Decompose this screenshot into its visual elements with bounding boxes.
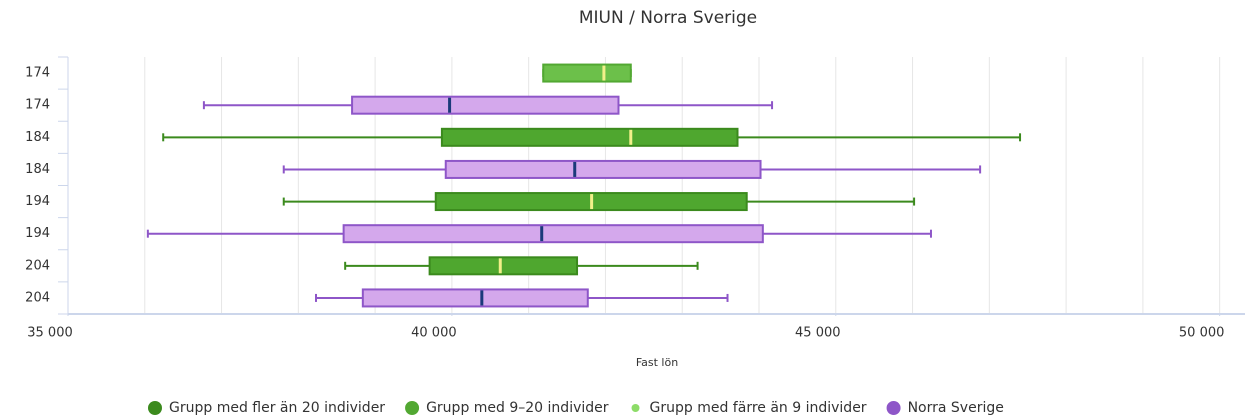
legend-label: Norra Sverige: [908, 400, 1004, 416]
box: [361, 288, 589, 308]
box: [351, 95, 620, 115]
box: [542, 63, 632, 83]
legend-label: Grupp med färre än 9 individer: [650, 400, 867, 416]
x-tick-label: 45 000: [795, 326, 841, 341]
chart-title: MIUN / Norra Sverige: [579, 8, 757, 28]
legend-marker: [405, 401, 420, 415]
y-tick-label: 204: [25, 290, 50, 305]
y-tick-label: 174: [25, 98, 50, 113]
legend-marker: [886, 401, 901, 415]
y-tick-label: 204: [25, 258, 50, 273]
y-tick-label: 194: [25, 226, 50, 241]
y-tick-label: 194: [25, 194, 50, 209]
x-tick-label: 35 000: [27, 326, 73, 341]
box: [428, 256, 579, 276]
x-tick-label: 40 000: [411, 326, 457, 341]
x-tick-label: 50 000: [1179, 326, 1225, 341]
box: [342, 224, 764, 244]
legend-marker: [631, 404, 640, 412]
y-tick-label: 174: [25, 66, 50, 81]
box: [444, 159, 762, 179]
legend-label: Grupp med fler än 20 individer: [169, 400, 385, 416]
legend-label: Grupp med 9–20 individer: [426, 400, 609, 416]
box: [440, 127, 739, 147]
x-axis-label: Fast lön: [636, 356, 678, 369]
y-tick-label: 184: [25, 130, 50, 145]
legend: Grupp med fler än 20 individer Grupp med …: [148, 400, 1004, 416]
y-tick-label: 184: [25, 162, 50, 177]
legend-marker: [148, 401, 162, 415]
